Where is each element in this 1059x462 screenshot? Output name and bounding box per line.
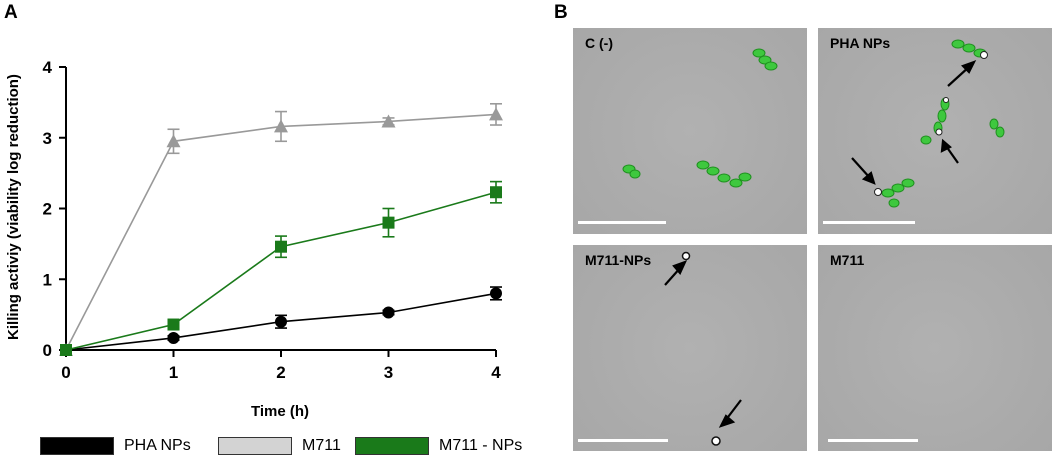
bacteria-image bbox=[851, 39, 1005, 208]
data-point bbox=[275, 240, 287, 253]
data-point bbox=[382, 306, 395, 319]
bacteria-image bbox=[622, 48, 778, 188]
legend-swatch-pha-nps bbox=[40, 437, 114, 455]
scale-bar bbox=[828, 439, 918, 442]
legend-item-pha-nps: PHA NPs bbox=[40, 433, 191, 459]
series-pha-nps bbox=[60, 286, 502, 356]
data-point bbox=[274, 119, 288, 133]
legend-label-m711-nps: M711 - NPs bbox=[439, 437, 523, 454]
data-point bbox=[167, 318, 180, 331]
legend-swatch-m711-nps bbox=[355, 437, 429, 455]
micrograph-m711: M711 bbox=[818, 245, 1052, 451]
legend-swatch-m711 bbox=[218, 437, 292, 455]
data-point bbox=[167, 331, 180, 344]
x-tick-label: 3 bbox=[384, 363, 393, 382]
micrograph-control: C (-) bbox=[573, 28, 807, 234]
line-chart: 0 1 2 3 4 0 1 2 3 4 Killing activiy (viability lo… bbox=[5, 58, 503, 420]
data-point bbox=[275, 315, 287, 328]
scale-bar bbox=[823, 221, 915, 224]
x-tick-label: 4 bbox=[491, 363, 501, 382]
data-point bbox=[490, 287, 502, 300]
y-tick-label: 4 bbox=[43, 58, 53, 77]
series-m711-nps bbox=[60, 180, 502, 356]
scale-bar bbox=[578, 221, 666, 224]
micrograph-m711-nps: M711-NPs bbox=[573, 245, 807, 451]
data-point bbox=[381, 114, 396, 128]
y-tick-label: 1 bbox=[43, 270, 52, 289]
legend-label-m711: M711 bbox=[302, 437, 341, 454]
x-tick-label: 0 bbox=[61, 363, 70, 382]
scale-bar bbox=[578, 439, 668, 442]
data-point bbox=[490, 186, 502, 199]
legend-label-pha-nps: PHA NPs bbox=[124, 437, 191, 454]
data-point bbox=[60, 344, 72, 356]
panel-label-a: A bbox=[4, 2, 18, 23]
y-axis-label: Killing activiy (viability log reduction… bbox=[5, 74, 22, 340]
data-point bbox=[489, 107, 503, 121]
x-tick-label: 2 bbox=[276, 363, 285, 382]
particle-image bbox=[664, 251, 742, 446]
x-axis-label: Time (h) bbox=[251, 403, 309, 420]
y-tick-label: 2 bbox=[43, 200, 52, 219]
panel-label-b: B bbox=[554, 2, 568, 23]
micrograph-label: PHA NPs bbox=[830, 35, 891, 51]
series-m711 bbox=[59, 102, 503, 356]
y-tick-label: 3 bbox=[43, 129, 52, 148]
legend-item-m711-nps: M711 - NPs bbox=[355, 433, 522, 459]
data-point bbox=[166, 134, 181, 148]
x-tick-label: 1 bbox=[169, 363, 178, 382]
micrograph-pha-nps: PHA NPs bbox=[818, 28, 1052, 234]
micrograph-label: C (-) bbox=[585, 35, 613, 51]
micrograph-label: M711-NPs bbox=[585, 252, 652, 268]
y-tick-label: 0 bbox=[43, 341, 52, 360]
micrograph-label: M711 bbox=[830, 252, 865, 268]
data-point bbox=[382, 216, 395, 229]
legend-item-m711: M711 bbox=[218, 433, 341, 459]
